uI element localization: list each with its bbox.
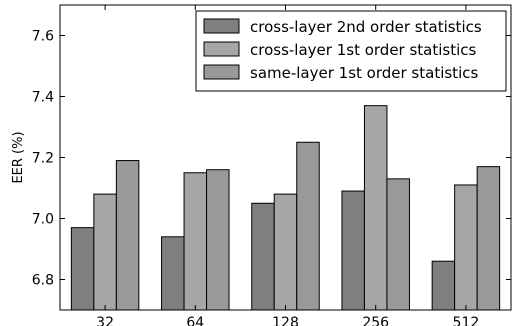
y-axis: 6.8 7.0 7.2 7.4 7.6: [32, 29, 511, 289]
legend-label: same-layer 1st order statistics: [250, 64, 478, 82]
legend-label: cross-layer 2nd order statistics: [250, 18, 482, 36]
y-tick-label: 7.6: [32, 29, 54, 45]
bar-256-series-1: [341, 190, 365, 311]
x-tick-label: 256: [362, 315, 389, 326]
bar-128-series-3: [296, 141, 320, 311]
bar-64-series-3: [206, 169, 230, 311]
y-tick-label: 7.0: [32, 212, 54, 228]
bar-256-series-3: [386, 178, 410, 311]
bar-64-series-1: [161, 236, 185, 311]
y-tick-label: 7.4: [32, 90, 54, 106]
x-tick-label: 64: [186, 315, 204, 326]
bar-512-series-3: [476, 166, 501, 311]
x-tick-label: 512: [453, 315, 480, 326]
bar-512-series-2: [454, 184, 478, 311]
bar-32-series-1: [70, 227, 95, 311]
y-axis-label: EER (%): [11, 131, 26, 183]
bar-128-series-2: [273, 193, 298, 311]
legend-swatch: [203, 64, 240, 80]
bar-512-series-1: [431, 260, 456, 311]
bar-256-series-2: [363, 105, 388, 311]
y-tick-label: 6.8: [32, 273, 54, 289]
bar-32-series-2: [93, 193, 117, 311]
bar-128-series-1: [251, 202, 275, 311]
legend-box: [195, 10, 507, 92]
bar-32-series-3: [115, 160, 140, 311]
legend-label: cross-layer 1st order statistics: [250, 41, 477, 59]
legend: cross-layer 2nd order statistics cross-la…: [195, 10, 507, 92]
bar-64-series-2: [183, 172, 208, 311]
x-axis: 32 64 128 256 512: [96, 5, 479, 326]
y-tick-label: 7.2: [32, 151, 54, 167]
x-tick-label: 32: [96, 315, 114, 326]
bars-layer: [70, 105, 501, 311]
legend-swatch: [203, 41, 240, 57]
x-tick-label: 128: [272, 315, 299, 326]
legend-swatch: [203, 18, 240, 34]
